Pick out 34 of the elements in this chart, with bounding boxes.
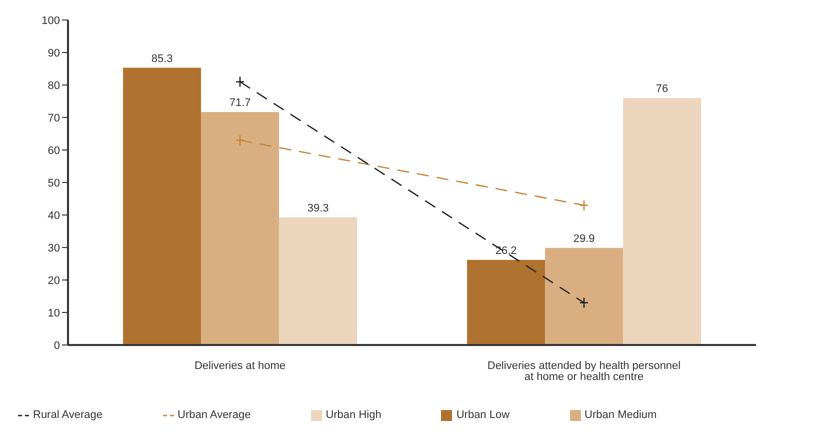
y-tick-label: 40 [48, 210, 60, 222]
legend-label: Urban Low [456, 409, 510, 421]
bar [123, 68, 202, 345]
y-tick-label: 20 [48, 274, 60, 287]
bar [545, 248, 624, 345]
data-label: 39.3 [307, 202, 329, 214]
data-label: 26.2 [495, 244, 517, 257]
y-tick-label: 80 [48, 80, 60, 92]
data-label: 76 [656, 83, 668, 95]
bar [201, 112, 280, 345]
y-tick-label: 10 [48, 307, 60, 320]
legend-label: Urban Average [178, 409, 251, 421]
x-tick-label: Deliveries attended by health personnel at home or health centre [487, 360, 681, 383]
y-tick-label: 0 [54, 340, 60, 352]
data-label: 29.9 [573, 232, 595, 245]
point [579, 200, 589, 211]
y-tick-label: 30 [48, 242, 60, 254]
y-tick-label: 90 [48, 47, 60, 60]
x-tick-label: Deliveries at home [194, 360, 286, 372]
point [235, 76, 245, 88]
y-tick-label: 70 [48, 112, 60, 124]
data-label: 71.7 [229, 96, 251, 109]
legend-label: Urban High [326, 409, 382, 421]
point [235, 134, 245, 146]
bar [467, 260, 546, 345]
bar [623, 98, 702, 345]
point [579, 297, 589, 308]
y-tick-label: 50 [48, 177, 60, 190]
legend-label: Rural Average [33, 409, 103, 421]
y-tick-label: 60 [48, 144, 60, 157]
y-tick-label: 100 [42, 14, 60, 27]
legend-label: Urban Medium [584, 409, 657, 421]
data-label: 85.3 [151, 52, 173, 65]
bar [279, 217, 358, 345]
